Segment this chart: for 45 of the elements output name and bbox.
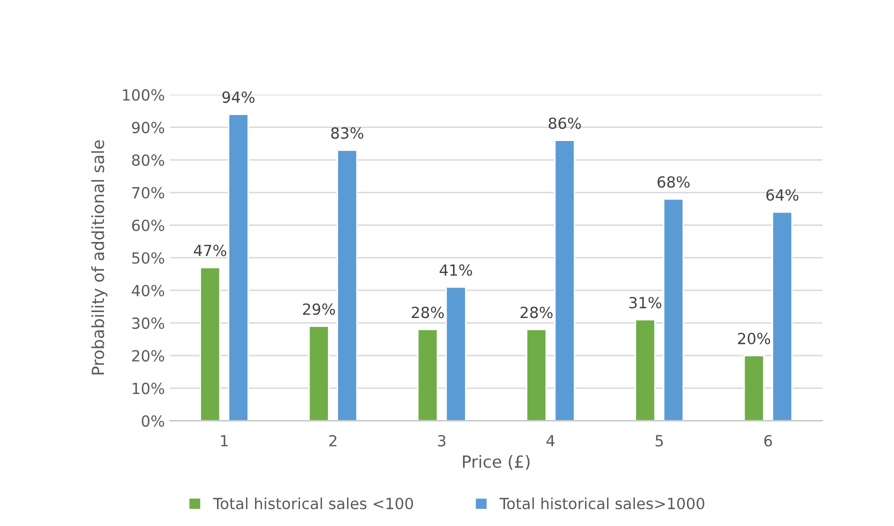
x-tick-label: 3 <box>438 434 446 447</box>
bar <box>445 286 466 421</box>
bar <box>772 211 793 421</box>
x-tick-label: 4 <box>546 435 555 446</box>
x-tick-label: 6 <box>764 434 772 447</box>
data-label: 94% <box>222 91 255 103</box>
data-label: 47% <box>194 244 226 256</box>
x-tick-label: 2 <box>329 434 336 446</box>
bar <box>554 140 576 421</box>
y-tick-label: 70% <box>132 186 164 199</box>
x-axis-title: Price (£) <box>463 455 530 470</box>
data-label: 20% <box>738 332 770 344</box>
data-label: 29% <box>303 303 336 315</box>
y-tick-label: 0% <box>142 415 164 427</box>
x-tick-label: 5 <box>656 435 663 447</box>
legend-label: Total historical sales <100 <box>213 497 413 510</box>
y-tick-label: 80% <box>132 154 164 166</box>
data-label: 64% <box>766 189 798 201</box>
data-label: 68% <box>658 176 690 188</box>
bar <box>308 326 330 421</box>
data-label: 41% <box>440 264 472 276</box>
bar <box>634 319 656 421</box>
data-label: 86% <box>548 117 581 130</box>
y-tick-label: 40% <box>132 284 164 296</box>
data-label: 28% <box>412 306 444 318</box>
bar <box>200 266 221 421</box>
data-label: 83% <box>331 127 364 139</box>
bar <box>228 114 249 421</box>
y-tick-label: 20% <box>132 350 164 362</box>
y-tick-label: 100% <box>123 89 164 101</box>
bar <box>336 149 358 421</box>
y-tick-label: 10% <box>132 382 164 394</box>
bar <box>662 198 684 421</box>
legend-label: Total historical sales>1000 <box>500 497 704 510</box>
data-label: 28% <box>520 306 553 318</box>
y-tick-label: 60% <box>132 220 164 232</box>
bar <box>743 354 764 421</box>
x-tick-label: 1 <box>221 435 228 446</box>
y-axis-title: Probability of additional sale <box>91 140 108 374</box>
y-tick-label: 30% <box>132 317 164 329</box>
data-label: 31% <box>629 296 662 308</box>
y-tick-label: 90% <box>132 122 164 134</box>
bar <box>417 328 438 421</box>
y-tick-label: 50% <box>132 252 164 264</box>
bar <box>526 328 547 421</box>
